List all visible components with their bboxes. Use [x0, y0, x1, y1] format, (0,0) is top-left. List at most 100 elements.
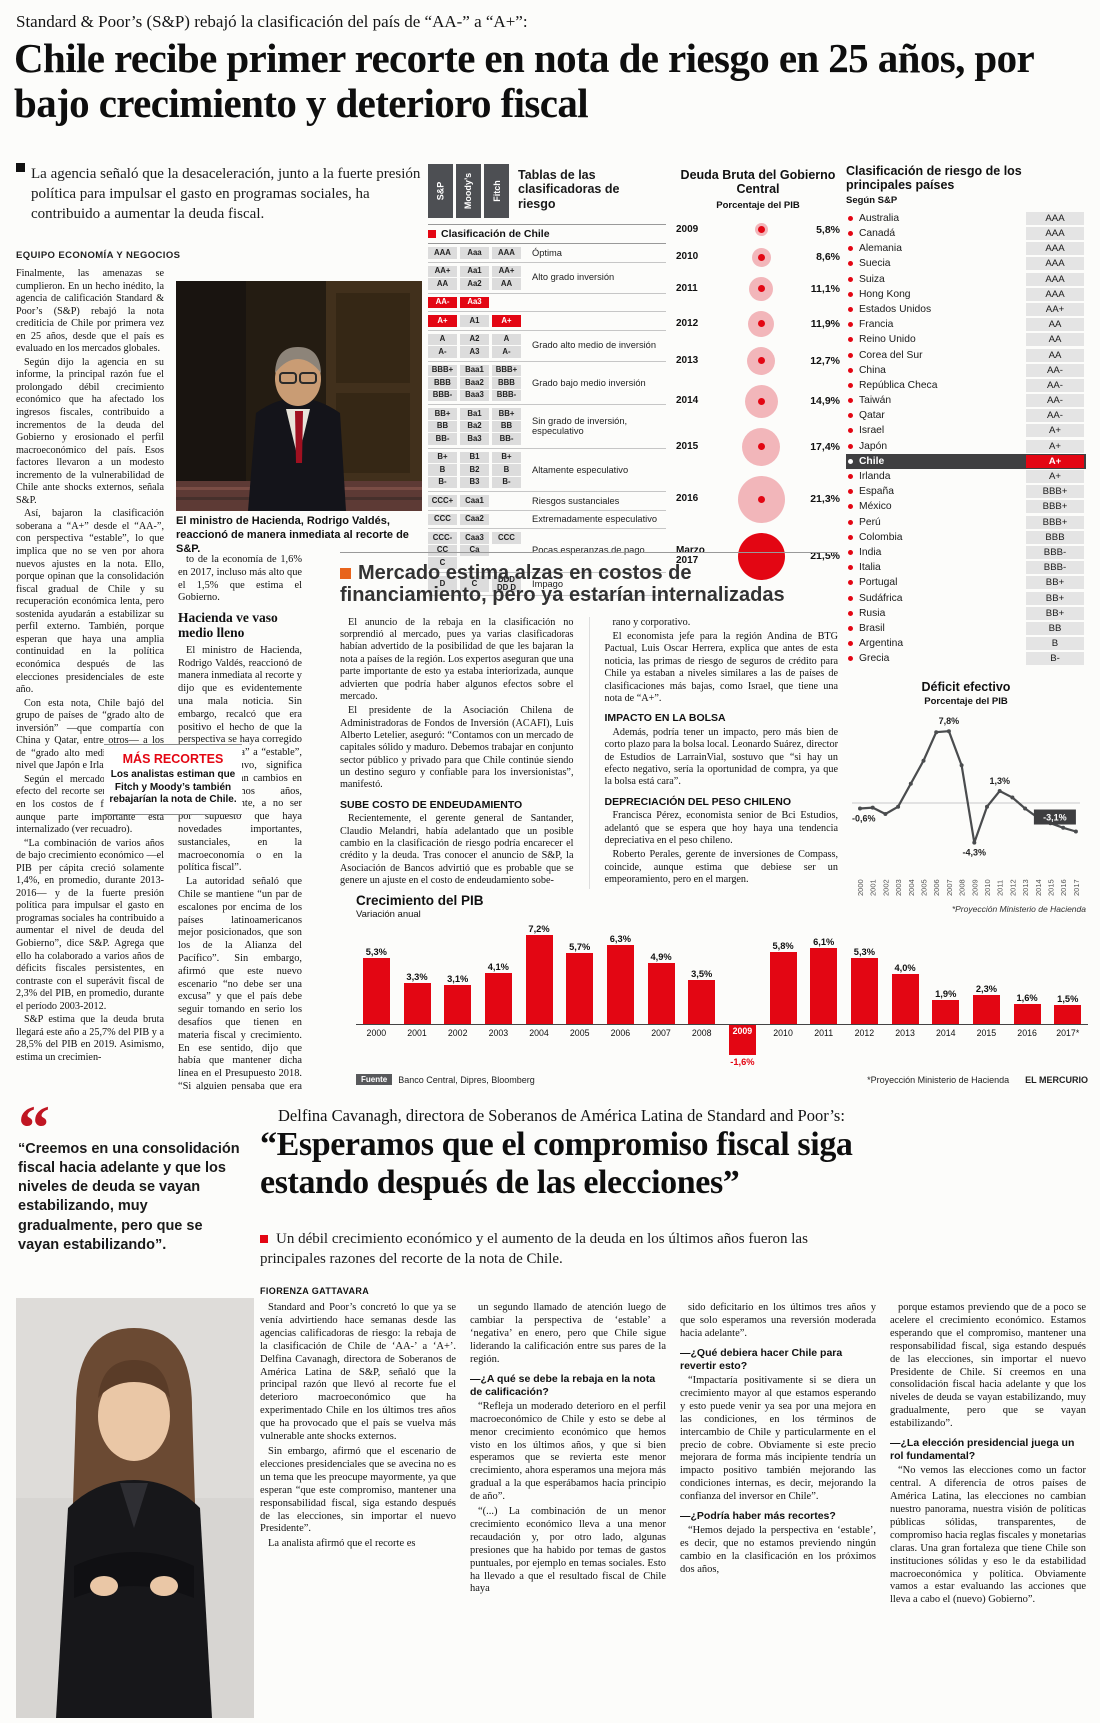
gdp-axis-zone: 2002	[437, 1025, 478, 1069]
market-subheading: DEPRECIACIÓN DEL PESO CHILENO	[604, 795, 792, 808]
market-subheading: IMPACTO EN LA BOLSA	[604, 712, 726, 725]
gdp-year-label: 2000	[366, 1028, 387, 1038]
rating-row: A A2 A	[428, 333, 524, 345]
svg-text:2013: 2013	[1021, 879, 1030, 896]
market-story-title: Mercado estima alzas en costos de financ…	[340, 562, 838, 607]
market-title-text: Mercado estima alzas en costos de financ…	[340, 562, 785, 607]
rating-cell: B	[492, 464, 521, 476]
rating-group: BB+ Ba1 BB+ BB Ba2 BB BB- Ba3 BB- Sin grado de in…	[428, 405, 666, 449]
bullet-dot-icon	[848, 656, 853, 662]
country-name: Argentina	[859, 638, 904, 650]
market-paragraph: El presidente de la Asociación Chilena d…	[340, 705, 574, 791]
debt-bubble-dot	[757, 357, 765, 365]
box-text: Los analistas estiman que Fitch y Moody’…	[109, 769, 237, 805]
bullet-dot-icon	[848, 504, 853, 510]
rating-cell: CCC+	[428, 495, 457, 507]
rating-row: B B2 B	[428, 464, 524, 476]
debt-value-label: 14,9%	[810, 395, 840, 408]
bullet-dot-icon	[848, 625, 853, 631]
country-name: España	[859, 486, 894, 498]
bullet-dot-icon	[848, 291, 853, 297]
debt-bubble-cell	[722, 247, 800, 267]
rating-cell: BBB+	[492, 364, 521, 376]
svg-text:1,3%: 1,3%	[989, 776, 1010, 786]
rating-cell: Aa3	[460, 296, 489, 308]
gdp-value-label: 1,5%	[1057, 994, 1079, 1005]
rating-cell: A3	[460, 346, 489, 358]
rating-rows: CCC+ Caa1	[428, 494, 524, 508]
interview-paragraph: sido deficitario en los últimos tres año…	[680, 1302, 876, 1339]
debt-bubble	[751, 247, 771, 267]
debt-year-row: 2016 21,3%	[676, 471, 840, 528]
agency-header: Moody’s	[456, 164, 481, 218]
debt-chart: Deuda Bruta del Gobierno Central Porcent…	[676, 168, 840, 585]
country-rating: BB	[1026, 621, 1084, 635]
rating-row: B+ B1 B+	[428, 451, 524, 463]
bullet-dot-icon	[848, 534, 853, 540]
gdp-bar	[891, 974, 919, 1024]
source-label-chip: Fuente	[356, 1074, 393, 1085]
interview-paragraph: Standard and Poor’s concretó lo que ya s…	[260, 1302, 456, 1443]
svg-text:-3,1%: -3,1%	[1043, 813, 1067, 823]
gdp-axis-zone: 2011	[803, 1025, 844, 1069]
bullet-dot-icon	[848, 231, 853, 237]
market-paragraph: Roberto Perales, gerente de inversiones …	[604, 849, 839, 886]
bullet-dot-icon	[848, 519, 853, 525]
gdp-positive-zone	[722, 924, 763, 1025]
gdp-year-label: 2014	[935, 1028, 956, 1038]
country-rating: BBB+	[1026, 515, 1084, 529]
bullet-dot-icon	[848, 322, 853, 328]
article-column-2: to de la economía de 1,6% en 2017, inclu…	[178, 554, 302, 1090]
rating-rows: CCC- Caa3 CCC CC Ca C	[428, 531, 524, 570]
gdp-bar-slot: 7,2% 2004	[518, 924, 560, 1069]
country-row: India BBB-	[846, 545, 1086, 560]
agency-header-label: S&P	[435, 181, 446, 201]
rating-cell: Aaa	[460, 247, 489, 259]
country-rating: BBB-	[1026, 545, 1084, 559]
debt-bubble-dot	[757, 320, 765, 328]
gdp-year-label: 2011	[814, 1028, 834, 1038]
market-columns: El anuncio de la rebaja en la clasificac…	[340, 616, 839, 890]
gdp-value-label: 5,7%	[569, 941, 591, 952]
svg-text:2017: 2017	[1072, 879, 1081, 896]
country-name: Grecia	[859, 653, 890, 665]
article-paragraph: “La combinación de varios años de bajo c…	[16, 837, 164, 1012]
debt-bubble-dot	[757, 253, 765, 261]
main-headline: Chile recibe primer recorte en nota de r…	[14, 35, 1034, 127]
country-row: Hong Kong AAA	[846, 287, 1086, 302]
dek-marker	[260, 1235, 268, 1243]
interview-paragraph: “Impactaría positivamente si se diera un…	[680, 1374, 876, 1503]
gdp-bar-slot: 2009 -1,6%	[722, 924, 763, 1069]
interview-dek: Un débil crecimiento económico y el aume…	[260, 1230, 850, 1269]
gdp-bar	[606, 945, 634, 1024]
interview-column-4: porque estamos previendo que de a poco s…	[890, 1302, 1086, 1716]
country-rating: BB+	[1026, 576, 1084, 590]
gdp-value-label: 3,3%	[406, 971, 428, 982]
country-row: Alemania AAA	[846, 241, 1086, 256]
gdp-year-label: 2016	[1017, 1028, 1037, 1038]
gdp-value-label: 5,8%	[772, 940, 794, 951]
country-rating: AAA	[1026, 272, 1084, 286]
rating-cell: Ca	[460, 544, 489, 556]
debt-year-label: 2014	[676, 395, 699, 406]
debt-bubble-cell	[722, 346, 800, 375]
svg-text:2005: 2005	[920, 879, 929, 896]
rating-row: CC Ca	[428, 544, 524, 556]
gdp-axis-zone: 2007	[641, 1025, 682, 1069]
quote-mark-icon: “	[18, 1092, 50, 1163]
gdp-positive-zone: 5,8%	[762, 924, 804, 1025]
gdp-year-label: 2004	[529, 1028, 549, 1038]
country-rating: AA	[1026, 333, 1084, 347]
gdp-positive-zone: 4,0%	[884, 924, 926, 1025]
article-paragraph: Así, bajaron la clasificación soberana a…	[16, 508, 164, 696]
debt-bubble-rows: 2009 5,8% 2010 8,6% 2011 11,1% 2012 11,9% 2013 12…	[676, 217, 840, 585]
rating-rows: AA+ Aa1 AA+ AA Aa2 AA	[428, 265, 524, 291]
country-rating: AAA	[1026, 211, 1084, 225]
gdp-value-label: 6,1%	[813, 936, 835, 947]
gdp-year-label: 2017*	[1056, 1028, 1080, 1038]
gdp-value-label: 1,6%	[1016, 993, 1038, 1003]
rating-cell: D	[428, 575, 457, 592]
market-paragraph: Recientemente, el gerente general de San…	[340, 813, 574, 887]
deficit-chart-title: Déficit efectivo	[921, 680, 1011, 694]
gdp-axis-zone: 2015	[966, 1025, 1007, 1069]
